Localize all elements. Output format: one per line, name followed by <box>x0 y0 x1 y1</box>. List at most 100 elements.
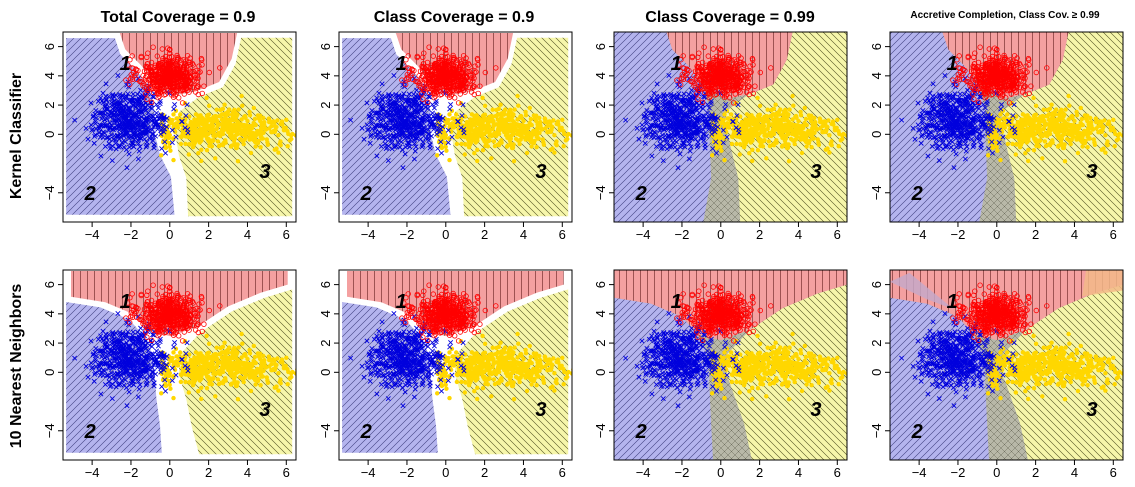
point-class-2 <box>374 95 380 101</box>
point-class-2 <box>100 90 106 96</box>
x-axis: −4 −2 0 2 4 6 <box>361 222 566 242</box>
point-class-1 <box>189 84 196 90</box>
point-class-3 <box>1068 141 1073 147</box>
point-class-3 <box>438 144 443 150</box>
point-class-3 <box>535 127 540 132</box>
point-class-3 <box>256 131 262 136</box>
point-class-1 <box>127 57 133 63</box>
point-class-3 <box>451 123 456 128</box>
point-class-2 <box>396 111 402 117</box>
point-class-1 <box>142 91 149 97</box>
point-class-3 <box>283 125 288 130</box>
y-tick-label: 2 <box>318 101 333 108</box>
point-class-3 <box>523 137 528 142</box>
point-class-3 <box>170 117 175 123</box>
point-class-2 <box>720 140 726 146</box>
data-points <box>348 44 572 171</box>
point-class-3 <box>495 112 501 117</box>
point-class-1 <box>180 64 186 70</box>
x-axis: −4 −2 0 2 4 6 <box>636 222 841 242</box>
point-class-2 <box>109 158 115 164</box>
point-class-2 <box>436 122 443 128</box>
plot-frame <box>338 31 573 223</box>
point-class-3 <box>192 126 198 132</box>
point-class-3 <box>1010 141 1015 147</box>
point-class-3 <box>710 153 715 158</box>
point-class-3 <box>168 148 173 153</box>
data-points <box>72 44 296 171</box>
point-class-2 <box>102 104 108 110</box>
point-class-3 <box>527 105 532 111</box>
point-class-2 <box>142 127 148 133</box>
point-class-2 <box>417 102 423 108</box>
point-class-2 <box>149 127 155 133</box>
point-class-1 <box>721 89 728 96</box>
point-class-3 <box>466 145 472 150</box>
point-class-2 <box>401 133 408 139</box>
point-class-3 <box>766 139 772 144</box>
point-class-1 <box>420 96 426 102</box>
point-class-2 <box>459 113 465 119</box>
point-class-2 <box>671 106 678 112</box>
point-class-3 <box>269 123 274 129</box>
point-class-1 <box>433 82 440 88</box>
column-title-4: Accretive Completion, Class Cov. ≥ 0.99 <box>910 10 1100 21</box>
point-class-2 <box>109 109 115 115</box>
point-class-1 <box>429 72 435 79</box>
point-class-1 <box>403 57 409 63</box>
point-class-1 <box>472 69 478 76</box>
point-class-2 <box>644 107 650 114</box>
point-class-2 <box>397 137 403 144</box>
point-class-3 <box>489 156 494 161</box>
point-class-2 <box>184 102 190 108</box>
point-class-3 <box>793 127 798 133</box>
point-class-2 <box>402 151 408 157</box>
point-class-3 <box>215 139 221 144</box>
point-class-2 <box>405 94 411 101</box>
point-class-3 <box>454 112 459 117</box>
point-class-3 <box>561 128 566 134</box>
point-class-2 <box>98 110 104 116</box>
point-class-2 <box>389 120 395 126</box>
point-class-2 <box>687 98 693 104</box>
point-class-2 <box>419 144 425 150</box>
point-class-1 <box>697 65 703 72</box>
point-class-3 <box>229 112 235 117</box>
point-class-3 <box>243 115 248 121</box>
point-class-2 <box>135 91 141 97</box>
point-class-2 <box>107 146 113 152</box>
point-class-1 <box>757 69 763 76</box>
point-class-3 <box>814 126 819 131</box>
point-class-3 <box>997 117 1002 123</box>
point-class-2 <box>141 102 147 108</box>
point-class-3 <box>770 112 776 117</box>
point-class-2 <box>704 122 710 128</box>
point-class-1 <box>680 74 686 80</box>
point-class-2 <box>676 133 683 139</box>
point-class-3 <box>722 112 727 117</box>
y-tick-label: 6 <box>42 43 57 50</box>
point-class-2 <box>104 116 110 122</box>
point-class-2 <box>392 133 398 139</box>
y-tick-label: 4 <box>318 72 333 79</box>
point-class-1 <box>482 69 488 76</box>
point-class-2 <box>707 116 713 122</box>
point-class-2 <box>723 101 729 108</box>
point-class-1 <box>174 63 180 69</box>
point-class-2 <box>376 135 382 141</box>
point-class-1 <box>456 86 462 93</box>
point-class-3 <box>524 150 530 156</box>
point-class-2 <box>685 120 691 126</box>
point-class-3 <box>1031 95 1036 101</box>
point-class-2 <box>131 111 137 117</box>
point-class-1 <box>727 95 733 101</box>
point-class-3 <box>541 140 546 145</box>
x-tick-label: 0 <box>166 227 173 242</box>
point-class-2 <box>395 97 401 103</box>
point-class-3 <box>835 117 840 123</box>
point-class-2 <box>397 131 403 137</box>
point-class-1 <box>167 83 173 89</box>
point-class-3 <box>520 123 525 128</box>
point-class-2 <box>689 87 695 93</box>
